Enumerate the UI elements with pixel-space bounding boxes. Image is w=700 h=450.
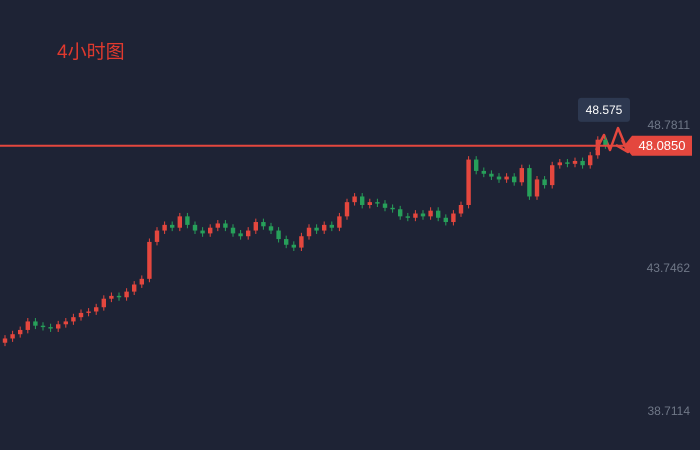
- candle-body: [253, 222, 258, 231]
- candle-body: [18, 329, 23, 335]
- candle-body: [25, 321, 30, 330]
- candle-body: [572, 160, 578, 164]
- candle-body: [33, 321, 38, 326]
- candle-body: [595, 139, 600, 156]
- candle-body: [223, 223, 228, 228]
- candle-body: [557, 162, 562, 166]
- candle-body: [162, 224, 167, 231]
- candle-body: [192, 224, 198, 231]
- candle-body: [63, 321, 68, 325]
- candle-body: [504, 176, 509, 180]
- candle-body: [48, 327, 53, 329]
- candle-body: [496, 176, 502, 180]
- candle-body: [299, 236, 304, 248]
- candle-body: [420, 213, 426, 217]
- last-price-tag: [624, 135, 692, 156]
- candle-body: [474, 159, 479, 171]
- candle-body: [238, 233, 243, 237]
- candle-body: [139, 278, 144, 285]
- chart-title: 4小时图: [57, 41, 125, 63]
- candle-body: [291, 244, 296, 248]
- candle-body: [382, 203, 388, 208]
- candle-body: [451, 213, 456, 223]
- candle-body: [466, 159, 471, 205]
- y-tick-label: 43.7462: [647, 261, 691, 275]
- candle-body: [481, 170, 486, 174]
- crosshair-price: 48.575: [586, 103, 623, 117]
- candle-body: [230, 227, 236, 234]
- candle-body: [360, 196, 365, 205]
- candle-body: [56, 324, 61, 329]
- candle-body: [443, 217, 448, 223]
- candle-body: [261, 222, 266, 227]
- candle-body: [2, 338, 8, 343]
- crosshair-tooltip: [578, 97, 630, 122]
- candle-body: [94, 307, 99, 312]
- candle-body: [124, 291, 129, 298]
- candle-body: [246, 230, 251, 237]
- candle-body: [534, 179, 540, 197]
- candle-body: [276, 230, 281, 240]
- candle-body: [337, 216, 342, 228]
- candle-body: [519, 168, 524, 183]
- candle-body: [284, 239, 289, 245]
- candle-body: [170, 224, 175, 228]
- candle-body: [367, 202, 372, 205]
- candle-body: [215, 223, 220, 228]
- candle-body: [147, 241, 152, 279]
- candle-body: [306, 227, 312, 237]
- candle-body: [177, 216, 182, 228]
- candle-body: [185, 216, 190, 225]
- candle-body: [200, 230, 205, 234]
- candle-body: [375, 202, 380, 204]
- candle-body: [390, 207, 395, 210]
- candle-body: [116, 295, 122, 298]
- candle-body: [71, 317, 76, 322]
- candle-body: [458, 204, 464, 214]
- candle-body: [542, 179, 547, 186]
- candle-body: [132, 284, 137, 292]
- candle-body: [10, 334, 15, 339]
- candle-body: [40, 325, 46, 328]
- candle-body: [101, 298, 106, 308]
- candle-body: [588, 155, 593, 166]
- candle-body: [154, 230, 160, 242]
- y-tick-label: 48.7811: [648, 118, 691, 132]
- candle-body: [352, 196, 357, 203]
- candle-body: [428, 210, 433, 217]
- candle-body: [329, 224, 334, 228]
- candle-body: [268, 226, 274, 231]
- candle-body: [78, 312, 84, 318]
- candle-body: [344, 202, 350, 217]
- candle-body: [86, 311, 91, 313]
- candle-body: [314, 227, 319, 231]
- candle-body: [489, 173, 494, 177]
- candle-body: [208, 227, 213, 234]
- candle-body: [580, 160, 585, 166]
- y-tick-label: 38.7114: [648, 404, 691, 418]
- candle-body: [436, 210, 441, 218]
- candle-body: [550, 165, 555, 186]
- candle-body: [398, 209, 403, 217]
- candle-body: [109, 295, 114, 299]
- candle-body: [405, 216, 410, 218]
- candle-body: [527, 168, 532, 197]
- candle-body: [413, 213, 418, 218]
- candle-body: [603, 139, 608, 146]
- candle-body: [322, 224, 327, 231]
- candle-body: [565, 162, 570, 164]
- candle-body: [512, 176, 517, 183]
- last-price-label: 48.0850: [639, 138, 686, 153]
